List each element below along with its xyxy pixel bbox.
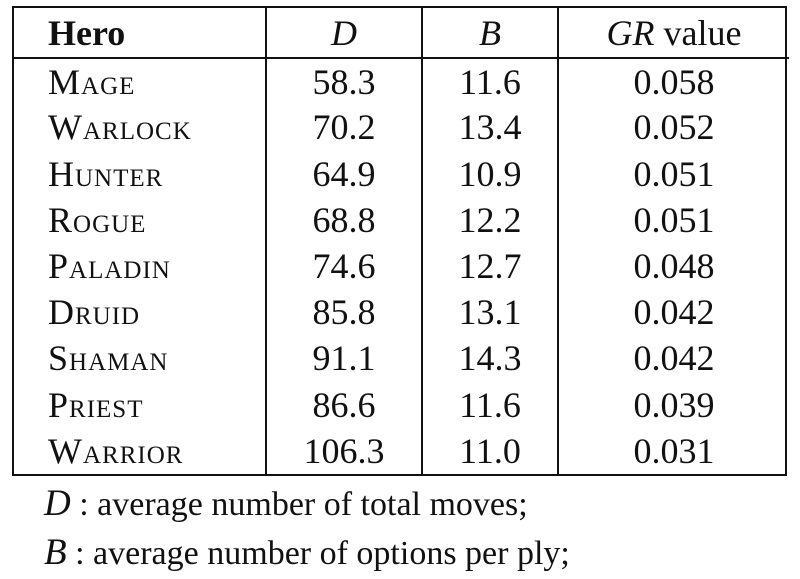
hero-name-cell: Paladin: [48, 245, 171, 286]
table-notes: D : average number of total moves; B : a…: [44, 480, 784, 578]
gr-cell: 0.031: [557, 427, 789, 474]
b-cell: 11.0: [421, 427, 558, 474]
hero-stats-table-frame: Hero D B GR value Mage 58.3 11.6 0.058 W…: [12, 6, 789, 476]
table-row: Paladin 74.6 12.7 0.048: [14, 242, 789, 290]
table-row: Druid 85.8 13.1 0.042: [14, 289, 789, 336]
d-cell: 86.6: [265, 381, 422, 428]
gr-cell: 0.048: [557, 242, 789, 290]
note-d-symbol: D: [44, 483, 71, 524]
note-b-symbol: B: [44, 532, 67, 573]
d-cell: 70.2: [265, 104, 422, 151]
table-row: Priest 86.6 11.6 0.039: [14, 381, 789, 428]
hero-name-cell: Druid: [48, 292, 141, 333]
header-gr-value: GR value: [557, 8, 789, 59]
d-cell: 106.3: [265, 427, 422, 474]
note-b: B : average number of options per ply;: [44, 529, 784, 578]
hero-name-cell: Rogue: [48, 199, 147, 240]
table-row: Mage 58.3 11.6 0.058: [14, 58, 789, 105]
header-gr-suffix: value: [663, 12, 742, 53]
d-cell: 64.9: [265, 150, 422, 197]
gr-cell: 0.052: [557, 104, 789, 151]
hero-name-cell: Priest: [48, 384, 144, 425]
d-cell: 68.8: [265, 196, 422, 243]
b-cell: 14.3: [421, 335, 558, 382]
table-row: Rogue 68.8 12.2 0.051: [14, 196, 789, 243]
d-cell: 91.1: [265, 335, 422, 382]
gr-cell: 0.058: [557, 58, 789, 105]
hero-name-cell: Hunter: [48, 153, 164, 194]
b-cell: 12.2: [421, 196, 558, 243]
d-cell: 74.6: [265, 242, 422, 290]
note-b-text: : average number of options per ply;: [75, 535, 570, 572]
table-row: Warrior 106.3 11.0 0.031: [14, 427, 789, 474]
hero-name-cell: Warrior: [48, 430, 184, 471]
gr-cell: 0.051: [557, 196, 789, 243]
table-row: Shaman 91.1 14.3 0.042: [14, 335, 789, 382]
hero-name-cell: Shaman: [48, 338, 169, 379]
header-gr-symbol: GR: [606, 12, 655, 53]
table-header-row: Hero D B GR value: [14, 8, 789, 59]
gr-cell: 0.039: [557, 381, 789, 428]
d-cell: 85.8: [265, 289, 422, 336]
b-cell: 11.6: [421, 381, 558, 428]
b-cell: 10.9: [421, 150, 558, 197]
d-cell: 58.3: [265, 58, 422, 105]
table-row: Hunter 64.9 10.9 0.051: [14, 150, 789, 197]
table-row: Warlock 70.2 13.4 0.052: [14, 104, 789, 151]
b-cell: 12.7: [421, 242, 558, 290]
gr-cell: 0.042: [557, 289, 789, 336]
gr-cell: 0.042: [557, 335, 789, 382]
hero-name-cell: Mage: [48, 61, 136, 102]
hero-stats-table: Hero D B GR value Mage 58.3 11.6 0.058 W…: [14, 8, 789, 474]
header-b: B: [421, 8, 558, 59]
note-d-text: : average number of total moves;: [79, 486, 528, 523]
b-cell: 13.1: [421, 289, 558, 336]
header-d: D: [265, 8, 422, 59]
b-cell: 13.4: [421, 104, 558, 151]
note-d: D : average number of total moves;: [44, 480, 784, 529]
hero-name-cell: Warlock: [48, 107, 192, 148]
header-hero: Hero: [14, 8, 266, 59]
b-cell: 11.6: [421, 58, 558, 105]
gr-cell: 0.051: [557, 150, 789, 197]
